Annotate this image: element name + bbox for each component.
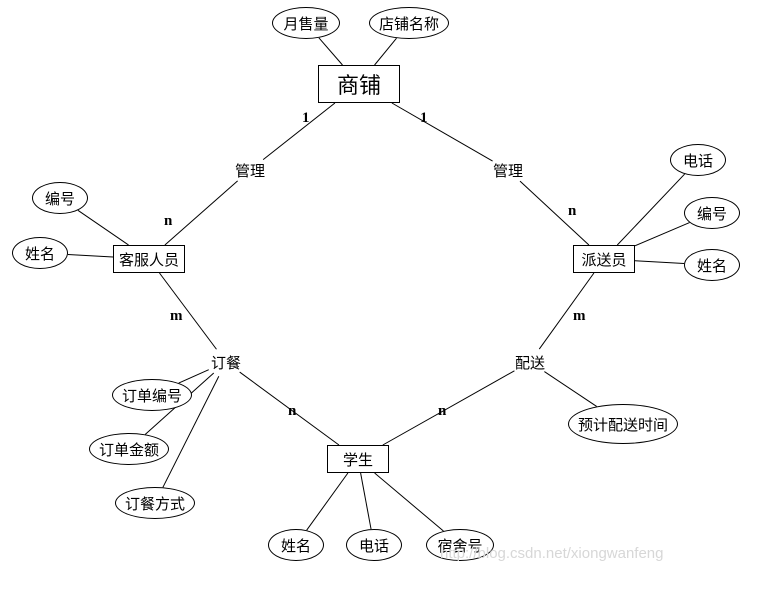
attribute-label: 编号 [697,203,727,224]
er-edge [520,181,589,245]
cardinality-c7: n [288,403,296,420]
cardinality-label: n [568,203,576,219]
attribute-label: 姓名 [281,535,311,556]
cardinality-label: 1 [302,110,310,126]
entity-staff: 客服人员 [113,245,185,273]
cardinality-c2: 1 [420,110,428,127]
attribute-label: 月售量 [283,13,328,34]
cardinality-c4: n [568,203,576,220]
entity-label: 学生 [343,449,373,470]
er-edge [307,473,348,530]
attribute-label: 订单金额 [99,439,159,460]
entity-label: 商铺 [337,68,381,100]
attribute-label: 订单编号 [122,385,182,406]
cardinality-label: m [573,308,586,324]
relationship-label: 配送 [515,352,545,373]
er-edge [319,38,343,65]
attribute-deliver_eta: 预计配送时间 [568,404,678,444]
er-edge [617,174,684,245]
attribute-label: 订餐方式 [125,493,185,514]
attribute-student_name: 姓名 [268,529,324,561]
attribute-label: 店铺名称 [379,13,439,34]
attribute-label: 电话 [683,150,713,171]
attribute-staff_id: 编号 [32,182,88,214]
attribute-shop_monthly: 月售量 [272,7,340,39]
er-edge [68,255,113,257]
cardinality-label: n [438,403,446,419]
relationship-label: 订餐 [211,352,241,373]
er-edge [392,103,493,161]
er-edge [361,473,371,529]
er-edge [165,181,238,245]
cardinality-label: n [164,213,172,229]
er-edge [78,210,129,245]
relationship-order: 订餐 [197,343,255,381]
attribute-order_method: 订餐方式 [115,487,195,519]
attribute-label: 编号 [45,188,75,209]
attribute-shop_name: 店铺名称 [369,7,449,39]
relationship-manage_right: 管理 [479,151,537,189]
er-edge [159,273,216,349]
entity-courier: 派送员 [573,245,635,273]
attribute-label: 姓名 [697,255,727,276]
cardinality-c1: 1 [302,110,310,127]
cardinality-c6: m [573,308,586,325]
cardinality-c5: m [170,308,183,325]
er-edge [375,38,397,65]
attribute-courier_tel: 电话 [670,144,726,176]
attribute-label: 预计配送时间 [578,414,668,435]
attribute-label: 电话 [359,535,389,556]
attribute-order_id: 订单编号 [112,379,192,411]
attribute-student_tel: 电话 [346,529,402,561]
entity-label: 客服人员 [119,249,179,270]
relationship-manage_left: 管理 [221,151,279,189]
entity-student: 学生 [327,445,389,473]
attribute-staff_name: 姓名 [12,237,68,269]
relationship-deliver: 配送 [501,343,559,381]
er-edge [383,371,515,445]
attribute-label: 姓名 [25,243,55,264]
attribute-courier_id: 编号 [684,197,740,229]
attribute-courier_name: 姓名 [684,249,740,281]
relationship-label: 管理 [235,160,265,181]
er-edge [375,473,444,531]
er-edge [635,261,684,264]
entity-label: 派送员 [581,249,626,270]
cardinality-label: m [170,308,183,324]
cardinality-c3: n [164,213,172,230]
watermark: http://blog.csdn.net/xiongwanfeng [440,545,664,562]
cardinality-c8: n [438,403,446,420]
cardinality-label: n [288,403,296,419]
attribute-order_amount: 订单金额 [89,433,169,465]
relationship-label: 管理 [493,160,523,181]
entity-shop: 商铺 [318,65,400,103]
er-edge [635,223,690,246]
cardinality-label: 1 [420,110,428,126]
